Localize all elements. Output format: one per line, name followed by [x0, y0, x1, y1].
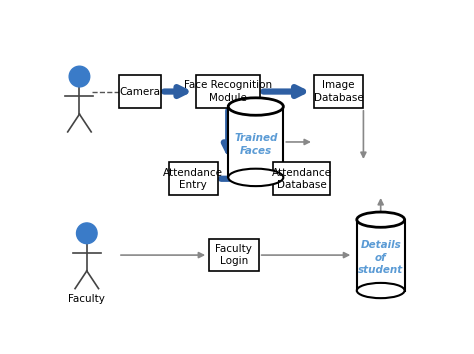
Ellipse shape [228, 98, 283, 115]
Text: Faculty: Faculty [68, 294, 105, 304]
Text: Faculty
Login: Faculty Login [215, 244, 252, 266]
Text: Trained
Faces: Trained Faces [234, 133, 277, 156]
FancyBboxPatch shape [169, 162, 218, 195]
FancyBboxPatch shape [273, 162, 330, 195]
FancyBboxPatch shape [119, 75, 161, 108]
Ellipse shape [357, 283, 405, 298]
FancyBboxPatch shape [314, 75, 363, 108]
FancyBboxPatch shape [196, 75, 260, 108]
Text: Camera: Camera [119, 86, 161, 97]
FancyBboxPatch shape [209, 239, 258, 272]
Text: Image
Database: Image Database [314, 80, 363, 103]
Text: Details
of
student: Details of student [358, 240, 403, 275]
Ellipse shape [76, 223, 97, 244]
Ellipse shape [69, 66, 90, 87]
Polygon shape [357, 219, 405, 291]
Text: Attendance
Entry: Attendance Entry [164, 167, 223, 190]
Ellipse shape [228, 169, 283, 186]
Ellipse shape [357, 212, 405, 227]
Text: Attendance
Database: Attendance Database [272, 167, 332, 190]
Text: Face Recognition
Module: Face Recognition Module [184, 80, 272, 103]
Polygon shape [228, 107, 283, 177]
